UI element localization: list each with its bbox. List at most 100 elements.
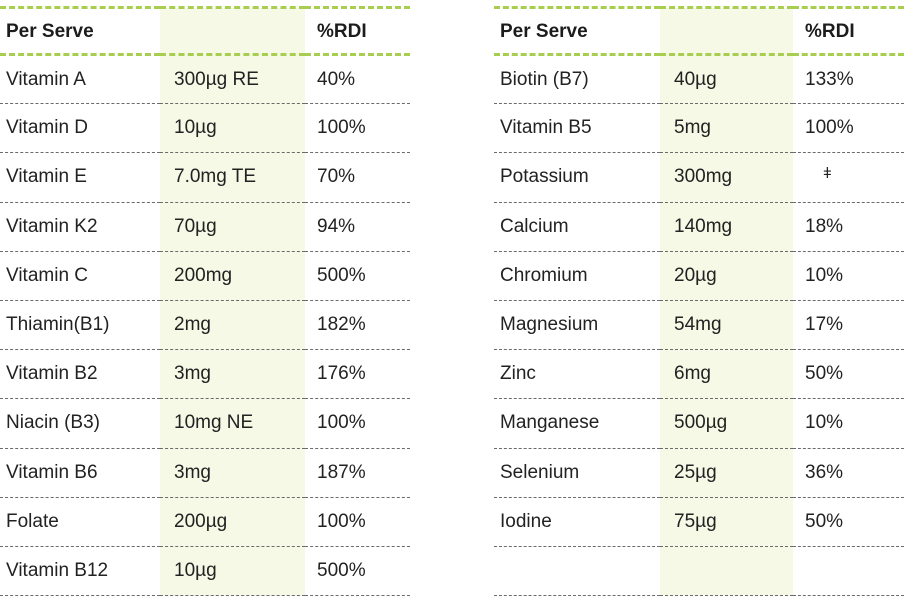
left-table: Per Serve %RDI Vitamin A 300µg RE 40% Vitam… — [0, 6, 410, 597]
nutrient-rdi: 10% — [793, 251, 904, 301]
nutrient-amount: 20µg — [660, 251, 793, 301]
table-row: Chromium 20µg 10% — [494, 251, 904, 301]
table-row — [494, 546, 904, 597]
nutrient-name: Vitamin K2 — [0, 202, 160, 252]
nutrient-name: Iodine — [494, 497, 660, 547]
table-row: Vitamin B12 10µg 500% — [0, 546, 410, 597]
nutrient-amount: 3mg — [160, 448, 305, 498]
table-row: Biotin (B7) 40µg 133% — [494, 54, 904, 105]
nutrient-rdi: 100% — [305, 398, 410, 449]
nutrient-rdi: 40% — [305, 54, 410, 105]
header-row: Per Serve %RDI — [494, 6, 904, 56]
nutrient-rdi: 17% — [793, 300, 904, 351]
header-rdi: %RDI — [305, 6, 410, 56]
table-row: Niacin (B3) 10mg NE 100% — [0, 398, 410, 449]
nutrient-rdi: 100% — [793, 103, 904, 154]
nutrient-amount: 10µg — [160, 103, 305, 154]
nutrient-name: Vitamin B2 — [0, 349, 160, 400]
nutrient-name: Manganese — [494, 398, 660, 449]
nutrient-name: Thiamin(B1) — [0, 300, 160, 351]
nutrient-rdi: ǂ — [793, 152, 904, 203]
table-row: Vitamin C 200mg 500% — [0, 251, 410, 301]
table-row: Folate 200µg 100% — [0, 497, 410, 547]
nutrient-amount: 300mg — [660, 152, 793, 203]
nutrient-name: Folate — [0, 497, 160, 547]
nutrient-amount: 6mg — [660, 349, 793, 400]
header-rdi: %RDI — [793, 6, 904, 56]
nutrient-name: Potassium — [494, 152, 660, 203]
table-row: Thiamin(B1) 2mg 182% — [0, 300, 410, 351]
nutrient-name: Vitamin E — [0, 152, 160, 203]
header-amount — [160, 6, 305, 56]
nutrient-rdi: 94% — [305, 202, 410, 252]
nutrient-amount: 54mg — [660, 300, 793, 351]
nutrient-rdi: 100% — [305, 497, 410, 547]
nutrient-name: Biotin (B7) — [494, 54, 660, 105]
table-row: Vitamin B5 5mg 100% — [494, 103, 904, 154]
nutrient-amount: 75µg — [660, 497, 793, 547]
nutrient-rdi: 500% — [305, 546, 410, 597]
table-row: Zinc 6mg 50% — [494, 349, 904, 400]
header-row: Per Serve %RDI — [0, 6, 410, 56]
nutrient-amount: 10µg — [160, 546, 305, 597]
dagger-symbol: ǂ — [823, 164, 832, 182]
nutrient-rdi: 50% — [793, 349, 904, 400]
table-row: Vitamin B6 3mg 187% — [0, 448, 410, 498]
nutrient-rdi: 176% — [305, 349, 410, 400]
table-row: Vitamin K2 70µg 94% — [0, 202, 410, 252]
left-table-body: Vitamin A 300µg RE 40% Vitamin D 10µg 100% Vit… — [0, 54, 410, 597]
nutrient-rdi: 133% — [793, 54, 904, 105]
nutrient-amount: 40µg — [660, 54, 793, 105]
right-nutrition-table: Per Serve %RDI Biotin (B7) 40µg 133% Vitami… — [494, 6, 904, 597]
nutrient-rdi: 187% — [305, 448, 410, 498]
nutrient-rdi: 100% — [305, 103, 410, 154]
nutrient-rdi: 36% — [793, 448, 904, 498]
nutrient-name: Zinc — [494, 349, 660, 400]
nutrient-amount: 200µg — [160, 497, 305, 547]
header-per-serve: Per Serve — [0, 6, 160, 56]
nutrient-rdi: 50% — [793, 497, 904, 547]
table-row: Iodine 75µg 50% — [494, 497, 904, 547]
nutrient-amount: 2mg — [160, 300, 305, 351]
nutrient-name: Magnesium — [494, 300, 660, 351]
right-table: Per Serve %RDI Biotin (B7) 40µg 133% Vitami… — [494, 6, 904, 597]
nutrient-name — [494, 546, 660, 597]
nutrient-amount: 200mg — [160, 251, 305, 301]
nutrient-amount: 140mg — [660, 202, 793, 252]
nutrient-amount — [660, 546, 793, 597]
table-row: Vitamin E 7.0mg TE 70% — [0, 152, 410, 203]
left-nutrition-table: Per Serve %RDI Vitamin A 300µg RE 40% Vitam… — [0, 6, 410, 597]
header-amount — [660, 6, 793, 56]
nutrient-amount: 500µg — [660, 398, 793, 449]
nutrient-amount: 70µg — [160, 202, 305, 252]
nutrient-rdi: 500% — [305, 251, 410, 301]
nutrient-name: Vitamin B6 — [0, 448, 160, 498]
nutrient-name: Calcium — [494, 202, 660, 252]
table-row: Selenium 25µg 36% — [494, 448, 904, 498]
nutrient-name: Vitamin C — [0, 251, 160, 301]
nutrient-amount: 5mg — [660, 103, 793, 154]
nutrient-name: Vitamin B5 — [494, 103, 660, 154]
nutrient-name: Chromium — [494, 251, 660, 301]
nutrient-amount: 7.0mg TE — [160, 152, 305, 203]
table-row: Vitamin D 10µg 100% — [0, 103, 410, 154]
nutrient-name: Niacin (B3) — [0, 398, 160, 449]
header-per-serve: Per Serve — [494, 6, 660, 56]
nutrient-rdi: 182% — [305, 300, 410, 351]
nutrient-amount: 3mg — [160, 349, 305, 400]
nutrient-rdi: 70% — [305, 152, 410, 203]
table-row: Manganese 500µg 10% — [494, 398, 904, 449]
nutrient-name: Vitamin B12 — [0, 546, 160, 597]
table-row: Calcium 140mg 18% — [494, 202, 904, 252]
nutrient-name: Selenium — [494, 448, 660, 498]
table-row: Vitamin A 300µg RE 40% — [0, 54, 410, 105]
nutrient-name: Vitamin A — [0, 54, 160, 105]
nutrient-amount: 300µg RE — [160, 54, 305, 105]
nutrient-rdi: 10% — [793, 398, 904, 449]
nutrient-name: Vitamin D — [0, 103, 160, 154]
table-row: Potassium 300mg ǂ — [494, 152, 904, 203]
nutrient-amount: 10mg NE — [160, 398, 305, 449]
nutrient-rdi — [793, 546, 904, 597]
table-row: Magnesium 54mg 17% — [494, 300, 904, 351]
right-table-body: Biotin (B7) 40µg 133% Vitamin B5 5mg 100% Pota… — [494, 54, 904, 597]
